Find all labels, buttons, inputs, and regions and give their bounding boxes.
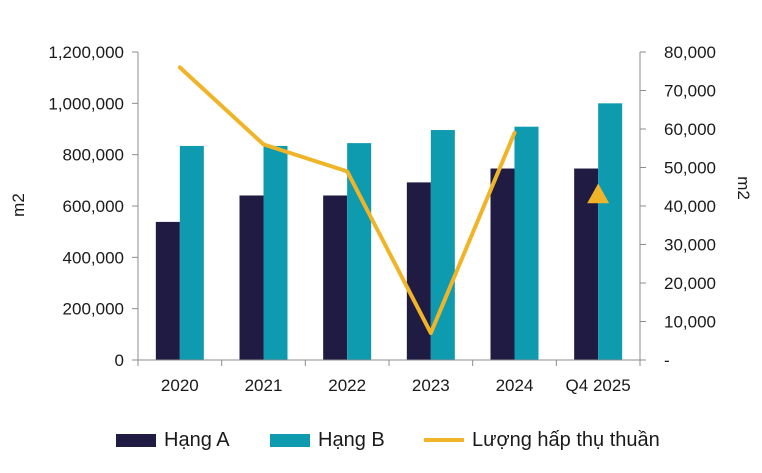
bar-hang-b-q4-2025 [598,103,623,360]
x-tick-label: 2022 [328,376,366,395]
left-tick-label: 0 [115,351,124,370]
axes-layer: 0 200,000 400,000 600,000 800,000 1,000,000 1,… [48,43,716,395]
left-tick-label: 1,200,000 [48,43,124,62]
bars-layer [155,103,623,360]
legend-label-net-absorption: Lượng hấp thụ thuần [472,428,660,451]
x-tick-label: 2024 [496,376,534,395]
bar-hang-a-2020 [155,221,180,360]
left-axis-title: m2 [9,193,28,217]
net-absorption-line [177,65,517,336]
legend-item-net-absorption: Lượng hấp thụ thuần [424,424,660,456]
bar-hang-b-2020 [179,145,204,360]
legend-label-hang-b: Hạng B [318,428,385,451]
right-tick-label: 10,000 [664,313,716,332]
right-tick-label: 30,000 [664,236,716,255]
left-tick-label: 600,000 [63,197,124,216]
legend-swatch-hang-a [116,433,156,447]
x-tick-label: 2020 [161,376,199,395]
legend-swatch-hang-b [270,433,310,447]
right-tick-label: 20,000 [664,274,716,293]
left-tick-label: 1,000,000 [48,94,124,113]
right-axis-title: m2 [734,176,753,200]
chart: 0 200,000 400,000 600,000 800,000 1,000,000 1,… [9,43,753,395]
left-tick-label: 800,000 [63,146,124,165]
bar-hang-a-2023 [406,182,431,360]
left-tick-label: 200,000 [63,300,124,319]
bar-hang-a-2024 [490,168,515,360]
right-tick-label: 50,000 [664,159,716,178]
right-tick-label: 40,000 [664,197,716,216]
x-tick-label: Q4 2025 [566,376,631,395]
left-tick-label: 400,000 [63,248,124,267]
legend-item-hang-a: Hạng A [116,424,230,456]
x-tick-label: 2023 [412,376,450,395]
legend: Hạng A Hạng B Lượng hấp thụ thuần [0,424,762,456]
bar-hang-b-2024 [514,126,539,360]
legend-swatch-net-absorption [424,438,464,442]
right-tick-label: 70,000 [664,82,716,101]
right-tick-label: - [664,351,670,370]
right-tick-label: 80,000 [664,43,716,62]
bar-hang-a-2022 [323,195,348,360]
net-absorption-marker-q4-2025 [587,183,610,204]
x-tick-label: 2021 [245,376,283,395]
bar-hang-b-2021 [263,145,288,360]
line-layer [177,65,610,336]
legend-label-hang-a: Hạng A [164,428,230,451]
legend-item-hang-b: Hạng B [270,424,385,456]
right-tick-label: 60,000 [664,120,716,139]
bar-hang-a-2021 [239,195,264,360]
